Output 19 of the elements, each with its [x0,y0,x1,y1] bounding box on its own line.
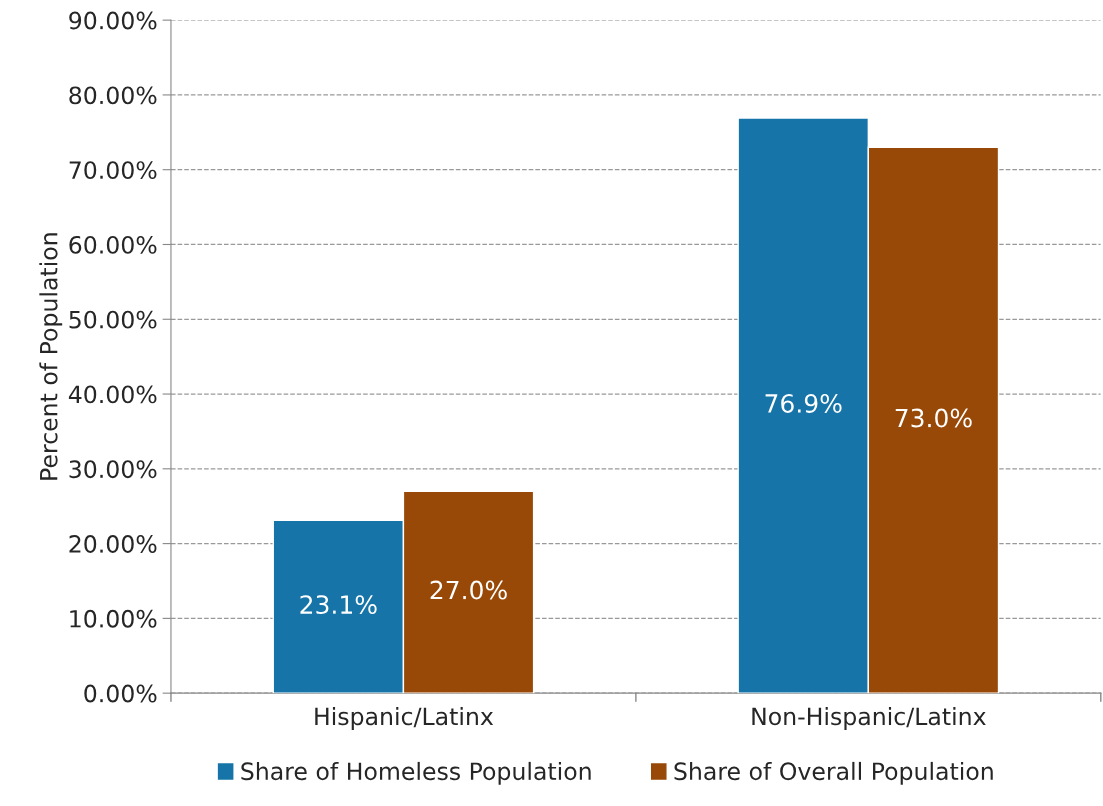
data-label: 27.0% [430,580,507,600]
y-tick-label: 60.00% [69,235,157,254]
y-tick-label: 80.00% [69,86,157,105]
y-tick-label: 30.00% [69,460,157,479]
y-tick-label: 70.00% [69,161,157,180]
y-tick-label: 20.00% [69,535,157,553]
data-label: 23.1% [300,595,377,615]
y-tick-label: 40.00% [68,385,157,404]
x-tick-label: Non-Hispanic/Latinx [752,707,986,730]
legend-label: Share of Overall Population [674,761,993,785]
y-tick-label: 90.00% [69,11,157,30]
y-axis-title: Percent of Population [39,233,63,480]
data-label: 73.0% [895,408,972,428]
y-tick-label: 0.00% [84,684,157,703]
data-label: 76.9% [765,393,842,413]
y-tick-label: 10.00% [70,609,157,628]
y-tick-label: 50.00% [69,310,157,329]
x-tick-label: Hispanic/Latinx [315,707,494,730]
legend-label: Share of Homeless Population [241,761,591,785]
